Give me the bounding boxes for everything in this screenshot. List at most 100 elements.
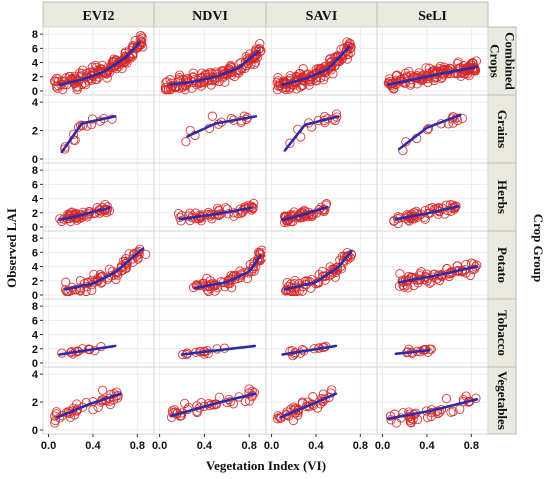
panel-grains-ndvi [153,94,267,164]
data-point [304,80,314,90]
fit-line [281,45,351,86]
panel-vegetables-ndvi [153,366,267,435]
panel-vegetables-evi2 [42,366,155,435]
fit-line [180,344,257,356]
data-point [408,213,418,224]
data-point [385,411,396,421]
y-tick-label: 0 [32,86,38,98]
column-strip-evi2 [42,1,155,28]
x-tick-label: 0.0 [41,440,56,452]
panel-grains-seli [376,94,489,164]
data-point [297,286,307,296]
fit-line [386,397,479,421]
data-point [191,280,201,291]
data-point [466,60,477,71]
row-strip-grains [487,94,517,164]
data-point [50,415,60,426]
data-point [384,76,395,87]
x-axis-title: Vegetation Index (VI) [206,458,326,473]
x-tick-label: 0.8 [242,440,257,452]
data-point [443,65,453,75]
panel-combined-crops-savi [265,26,378,96]
y-tick-label: 8 [32,165,38,177]
data-point [105,399,116,410]
data-point [396,74,406,84]
data-point [57,216,67,227]
data-point [425,278,435,288]
data-point [109,54,119,64]
data-point [395,269,405,279]
data-point [68,129,79,139]
data-point [332,262,342,273]
panel-herbs-seli [376,162,489,232]
data-point [87,285,97,295]
y-tick-label: 6 [32,43,38,55]
y-tick-label: 6 [32,315,38,327]
y-tick-label: 4 [32,369,39,381]
data-point [71,284,82,295]
row-label-line: Herbs [495,180,510,214]
data-point [185,215,195,226]
data-point [181,137,191,147]
column-label-ndvi: NDVI [192,9,228,24]
data-point [243,54,254,65]
fit-line [281,205,329,222]
data-point [167,81,177,91]
data-point [448,406,458,417]
panel-tobacco-seli [376,298,489,368]
row-label-line: Crops [488,44,503,78]
y-tick-label: 4 [32,97,39,109]
data-point [123,51,134,61]
row-label-potato: Potato [495,247,510,283]
y-tick-label: 0 [32,358,38,370]
row-label-vegetables: Vegetables [495,371,510,430]
data-point [412,414,423,425]
x-tick-label: 0.0 [264,440,279,452]
data-point [141,249,151,259]
data-point [426,411,436,422]
data-point [403,283,413,293]
data-point [312,68,323,79]
panel-vegetables-savi [265,366,378,435]
data-point [61,277,71,287]
data-point [272,77,282,88]
data-point [421,63,431,73]
data-point [88,405,98,415]
data-point [327,385,337,395]
data-point [242,273,253,284]
fit-line [58,41,141,86]
data-point [213,203,223,213]
y-tick-label: 4 [32,330,39,342]
data-point [176,216,186,226]
data-point [455,404,465,414]
x-tick-label: 0.0 [152,440,167,452]
facet-row-title: Crop Group [531,214,546,283]
panel-background [153,94,267,164]
row-label-line: Vegetables [495,371,510,430]
row-label-line: Tobacco [495,310,510,356]
data-point [472,260,482,270]
fit-line [281,344,338,356]
y-tick-label: 8 [32,233,38,245]
fit-line [63,247,145,291]
data-point [341,45,352,55]
data-point [137,34,147,44]
data-point [312,403,323,413]
data-point [51,73,62,84]
panel-combined-crops-evi2 [42,26,155,96]
data-point [471,393,481,403]
fit-line [169,392,257,418]
x-tick-label: 0.8 [464,440,479,452]
data-point [207,111,218,121]
data-point [60,285,71,295]
data-point [287,346,297,356]
data-point [319,66,329,76]
y-tick-label: 2 [32,208,38,220]
y-tick-label: 4 [32,58,39,70]
panel-potato-ndvi [153,230,268,300]
panel-potato-evi2 [42,230,155,300]
x-tick-label: 0.8 [130,440,145,452]
fit-line [397,113,462,151]
data-point [124,249,134,259]
